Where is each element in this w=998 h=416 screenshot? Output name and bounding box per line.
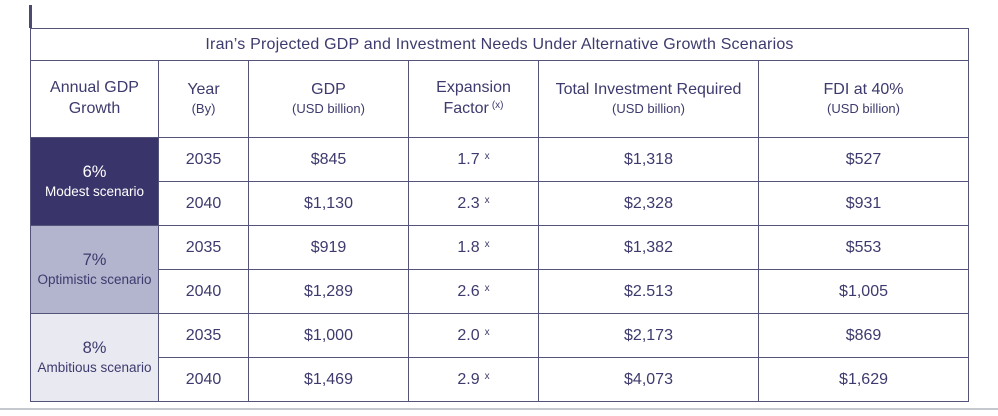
header-year: Year (By) bbox=[158, 60, 249, 138]
scenario-cell-optimistic: 7% Optimistic scenario bbox=[30, 225, 159, 314]
investment-cell: $2,173 bbox=[538, 313, 759, 358]
table-title-row: Iran’s Projected GDP and Investment Need… bbox=[29, 28, 970, 61]
header-total-investment: Total Investment Required (USD billion) bbox=[538, 60, 759, 138]
expansion-value: 1.8 bbox=[457, 238, 480, 256]
table-row: 2040 $1,130 2.3 x $2,328 $931 bbox=[31, 181, 970, 226]
multiplier-mark: x bbox=[484, 326, 490, 338]
investment-cell: $1,318 bbox=[538, 137, 759, 182]
scenario-cell-ambitious: 8% Ambitious scenario bbox=[30, 313, 159, 402]
expansion-cell: 2.3 x bbox=[408, 181, 539, 226]
gdp-cell: $1,130 bbox=[248, 181, 409, 226]
table-row: 8% Ambitious scenario 2035 $1,000 2.0 x $… bbox=[30, 313, 970, 402]
fdi-cell: $527 bbox=[757, 137, 970, 182]
year-cell: 2040 bbox=[158, 269, 249, 314]
expansion-cell: 2.6 x bbox=[408, 269, 539, 314]
expansion-value: 2.6 bbox=[457, 282, 480, 300]
table-header-row: Annual GDP Growth Year (By) GDP (USD bil… bbox=[30, 60, 970, 138]
expansion-value: 2.0 bbox=[457, 326, 480, 344]
multiplier-mark: x bbox=[484, 370, 490, 382]
fdi-cell: $869 bbox=[757, 313, 970, 358]
table-row: 7% Optimistic scenario 2035 $919 1.8 x $1… bbox=[30, 225, 970, 314]
header-expansion-factor-label: Expansion Factor bbox=[436, 79, 511, 117]
expansion-cell: 2.9 x bbox=[408, 357, 539, 402]
header-year-label: Year bbox=[187, 81, 220, 99]
header-fdi-label: FDI at 40% bbox=[823, 81, 904, 99]
header-gdp-sub: (USD billion) bbox=[292, 100, 365, 116]
gdp-cell: $919 bbox=[248, 225, 409, 270]
investment-cell: $4,073 bbox=[538, 357, 759, 402]
bottom-divider bbox=[0, 408, 998, 410]
multiplier-mark: x bbox=[484, 194, 490, 206]
header-gdp-label: GDP bbox=[311, 81, 346, 99]
expansion-cell: 1.8 x bbox=[408, 225, 539, 270]
expansion-value: 2.9 bbox=[457, 370, 480, 388]
header-annual-gdp-growth: Annual GDP Growth bbox=[30, 60, 159, 138]
expansion-value: 1.7 bbox=[457, 150, 480, 168]
header-total-investment-label: Total Investment Required bbox=[555, 81, 742, 99]
multiplier-mark: x bbox=[484, 150, 490, 162]
scenario-growth: 7% bbox=[82, 250, 107, 269]
gdp-cell: $1,000 bbox=[248, 313, 409, 358]
multiplier-mark: x bbox=[484, 238, 490, 250]
expansion-cell: 1.7 x bbox=[408, 137, 539, 182]
top-left-tick bbox=[29, 5, 32, 28]
scenario-label: Ambitious scenario bbox=[37, 359, 152, 375]
fdi-cell: $553 bbox=[757, 225, 970, 270]
header-fdi-sub: (USD billion) bbox=[827, 100, 900, 116]
table-row: 6% Modest scenario 2035 $845 1.7 x $1,318… bbox=[30, 137, 970, 226]
header-fdi: FDI at 40% (USD billion) bbox=[757, 60, 970, 138]
table-row: 2040 $1,289 2.6 x $2.513 $1,005 bbox=[31, 269, 970, 314]
header-expansion-factor: Expansion Factor (x) bbox=[408, 60, 539, 138]
gdp-cell: $1,289 bbox=[248, 269, 409, 314]
header-expansion-factor-sup: (x) bbox=[491, 100, 504, 111]
table-row: 2040 $1,469 2.9 x $4,073 $1,629 bbox=[31, 357, 970, 402]
scenario-label: Modest scenario bbox=[44, 183, 145, 199]
expansion-value: 2.3 bbox=[457, 194, 480, 212]
fdi-cell: $931 bbox=[757, 181, 970, 226]
header-total-investment-sub: (USD billion) bbox=[612, 100, 685, 116]
investment-cell: $1,382 bbox=[538, 225, 759, 270]
scenario-cell-modest: 6% Modest scenario bbox=[30, 137, 159, 226]
header-annual-gdp-growth-label: Annual GDP Growth bbox=[50, 79, 139, 117]
scenario-label: Optimistic scenario bbox=[37, 271, 152, 287]
gdp-scenarios-table: Iran’s Projected GDP and Investment Need… bbox=[29, 28, 970, 402]
year-cell: 2035 bbox=[158, 225, 249, 270]
scenario-growth: 6% bbox=[82, 162, 107, 181]
fdi-cell: $1,005 bbox=[757, 269, 970, 314]
year-cell: 2040 bbox=[158, 357, 249, 402]
year-cell: 2040 bbox=[158, 181, 249, 226]
investment-cell: $2.513 bbox=[538, 269, 759, 314]
scenario-growth: 8% bbox=[82, 338, 107, 357]
year-cell: 2035 bbox=[158, 313, 249, 358]
year-cell: 2035 bbox=[158, 137, 249, 182]
gdp-cell: $845 bbox=[248, 137, 409, 182]
expansion-cell: 2.0 x bbox=[408, 313, 539, 358]
investment-cell: $2,328 bbox=[538, 181, 759, 226]
gdp-cell: $1,469 bbox=[248, 357, 409, 402]
multiplier-mark: x bbox=[484, 282, 490, 294]
fdi-cell: $1,629 bbox=[757, 357, 970, 402]
table-title: Iran’s Projected GDP and Investment Need… bbox=[29, 28, 970, 61]
header-gdp: GDP (USD billion) bbox=[248, 60, 409, 138]
header-year-sub: (By) bbox=[191, 100, 216, 116]
